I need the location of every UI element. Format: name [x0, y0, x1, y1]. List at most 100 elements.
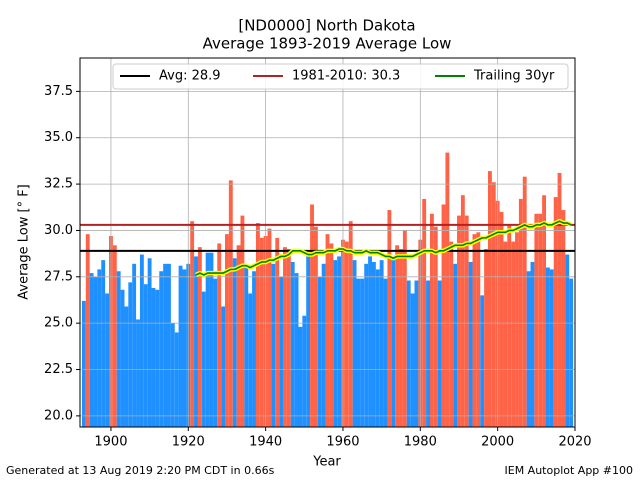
bar	[97, 269, 102, 427]
bar	[306, 252, 311, 427]
bar	[124, 306, 129, 427]
bar	[542, 195, 546, 427]
footer-left: Generated at 13 Aug 2019 2:20 PM CDT in …	[6, 464, 275, 477]
x-tick-label: 1960	[326, 435, 359, 450]
bar	[538, 213, 543, 427]
bar	[371, 261, 376, 427]
legend-label: Trailing 30yr	[473, 69, 555, 84]
bar	[422, 198, 427, 427]
y-tick-label: 22.5	[44, 362, 73, 377]
bar	[167, 263, 171, 427]
bar	[221, 306, 226, 427]
bar	[190, 221, 195, 427]
bar	[410, 293, 415, 427]
bar	[105, 293, 110, 427]
bar	[313, 226, 318, 427]
bar	[286, 248, 291, 427]
bar	[159, 271, 164, 427]
bar	[244, 267, 249, 427]
bar	[553, 197, 558, 427]
bar	[182, 269, 187, 427]
bar	[310, 204, 314, 427]
x-tick-label: 2000	[481, 435, 514, 450]
bar	[549, 269, 554, 427]
bar	[441, 204, 446, 427]
bar	[147, 258, 152, 427]
y-tick-label: 30.0	[44, 223, 73, 238]
bar	[283, 247, 287, 427]
x-axis-label: Year	[312, 455, 341, 470]
legend-label: 1981-2010: 30.3	[292, 69, 400, 84]
bar	[294, 273, 299, 427]
bar	[252, 271, 256, 427]
bar	[302, 315, 307, 427]
bar	[194, 256, 198, 427]
bar	[112, 245, 117, 427]
bar	[449, 241, 454, 427]
bar	[561, 210, 566, 427]
bar	[337, 256, 342, 427]
bar	[85, 234, 90, 427]
bar	[136, 319, 140, 427]
chart-title: [ND0000] North Dakota	[238, 17, 415, 35]
legend-label: Avg: 28.9	[159, 69, 221, 84]
y-tick-label: 37.5	[44, 84, 73, 99]
bar	[565, 254, 570, 427]
x-tick-label: 2020	[558, 435, 591, 450]
bar	[275, 237, 280, 427]
x-tick-label: 1940	[249, 435, 282, 450]
bar	[197, 247, 202, 427]
bar	[271, 263, 276, 427]
bar	[511, 241, 516, 427]
bar	[209, 252, 214, 427]
bar	[557, 172, 562, 427]
bar	[236, 245, 241, 427]
bar	[178, 265, 183, 427]
bar	[132, 263, 137, 427]
bar	[298, 326, 303, 427]
bar	[255, 223, 260, 427]
bar	[143, 284, 148, 427]
chart-subtitle: Average 1893-2019 Average Low	[203, 35, 452, 53]
bar	[325, 234, 330, 427]
x-tick-label: 1980	[404, 435, 437, 450]
bar	[348, 221, 353, 427]
bar	[484, 248, 488, 427]
bar	[387, 210, 392, 427]
plot-frame	[79, 57, 576, 428]
bar	[333, 260, 338, 427]
bar	[128, 282, 133, 427]
bar	[267, 228, 272, 427]
bar	[383, 278, 388, 427]
bar	[368, 256, 372, 427]
bar	[116, 271, 121, 427]
bar	[406, 280, 411, 427]
trend-line	[195, 220, 572, 276]
bar	[491, 182, 496, 427]
bar	[81, 300, 86, 427]
bar	[213, 278, 218, 427]
bar	[433, 226, 438, 427]
bar	[232, 258, 237, 427]
bar	[375, 269, 380, 427]
bar	[499, 211, 504, 427]
y-tick-label: 25.0	[44, 316, 73, 331]
bar	[174, 332, 179, 427]
bar	[217, 243, 222, 427]
bar	[93, 276, 98, 427]
bar	[480, 295, 485, 427]
bar	[487, 171, 492, 427]
bar	[391, 258, 396, 427]
bar	[101, 260, 106, 427]
bar	[468, 261, 473, 427]
bar	[515, 232, 519, 427]
bar	[279, 276, 284, 427]
y-tick-label: 35.0	[44, 130, 73, 145]
y-tick-label: 20.0	[44, 408, 73, 423]
bar	[457, 215, 461, 427]
bar	[317, 276, 322, 427]
bar	[522, 176, 527, 427]
bar	[445, 152, 450, 427]
bar	[399, 248, 403, 427]
bar	[290, 261, 295, 427]
